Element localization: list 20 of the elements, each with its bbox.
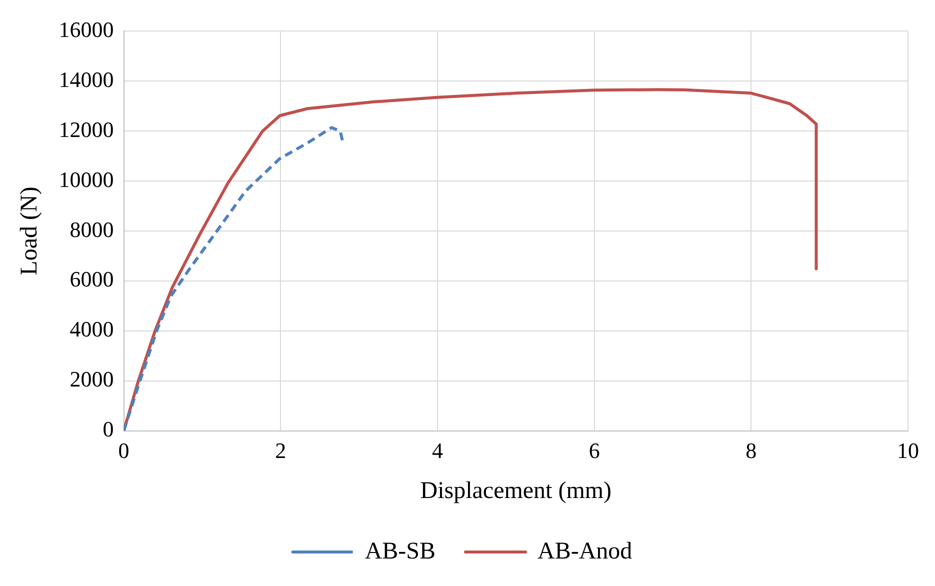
y-tick-label: 12000	[58, 116, 114, 142]
y-tick-label: 16000	[58, 16, 114, 42]
y-tick-label: 14000	[58, 66, 114, 92]
x-tick-label: 6	[588, 438, 600, 463]
y-tick-label: 4000	[70, 316, 114, 342]
x-axis-title: Displacement (mm)	[420, 478, 612, 504]
x-tick-label: 4	[432, 438, 443, 463]
line-series	[124, 126, 344, 431]
y-tick-label: 6000	[70, 266, 114, 292]
x-tick-label: 0	[118, 438, 130, 463]
legend-label: AB-SB	[364, 538, 436, 564]
x-tick-label: 8	[746, 438, 757, 463]
x-tick-label: 2	[275, 438, 286, 463]
y-tick-label: 2000	[70, 366, 114, 392]
y-axis-title: Load (N)	[16, 186, 43, 276]
x-tick-label: 10	[897, 438, 919, 463]
legend-label: AB-Anod	[538, 538, 632, 564]
y-tick-label: 10000	[58, 166, 114, 192]
y-tick-label: 8000	[70, 216, 114, 242]
y-tick-label: 0	[102, 416, 114, 442]
